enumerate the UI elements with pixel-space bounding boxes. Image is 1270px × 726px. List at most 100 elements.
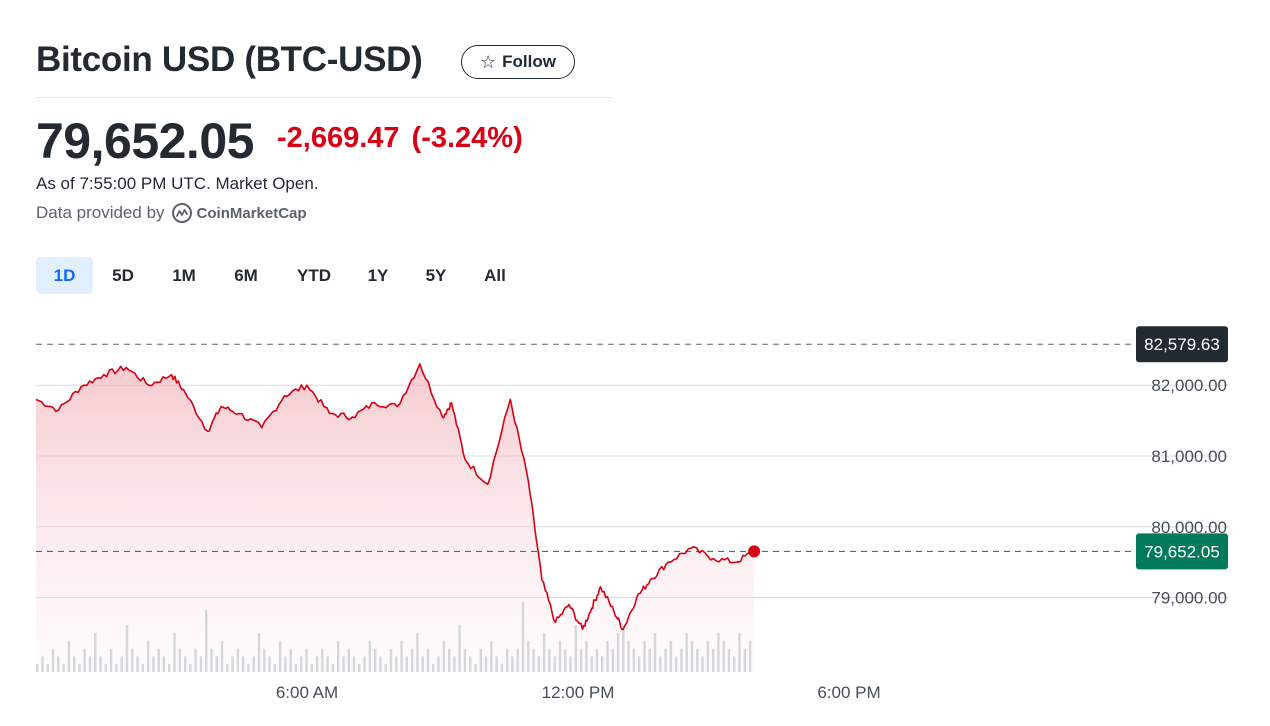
range-1d-button[interactable]: 1D — [36, 257, 93, 294]
volume-bar — [643, 640, 646, 672]
volume-bar — [294, 664, 298, 672]
volume-bar — [268, 656, 271, 672]
volume-bar — [67, 640, 71, 672]
range-5d-button[interactable]: 5D — [112, 265, 134, 285]
follow-label: Follow — [502, 52, 556, 71]
volume-bar — [310, 664, 313, 672]
volume-bar — [733, 656, 736, 672]
volume-bar — [384, 664, 387, 672]
volume-bar — [215, 656, 218, 672]
coinmarketcap-logo-icon[interactable]: CoinMarketCap — [171, 202, 307, 224]
volume-bar — [653, 633, 657, 672]
volume-bar — [168, 664, 171, 672]
volume-bar — [120, 656, 123, 672]
volume-bar — [99, 656, 102, 672]
volume-bar — [669, 640, 673, 672]
volume-bar — [194, 648, 197, 672]
current-price-dot — [748, 545, 761, 558]
volume-bar — [173, 633, 176, 672]
volume-bar — [437, 656, 440, 672]
volume-bar — [337, 640, 340, 672]
volume-bar — [717, 633, 720, 672]
volume-bar — [210, 648, 213, 672]
volume-bar — [553, 656, 556, 672]
volume-bar — [78, 664, 81, 672]
volume-bar — [146, 640, 150, 672]
volume-bar — [442, 640, 445, 672]
volume-bar — [516, 648, 519, 672]
volume-bar — [611, 648, 614, 672]
volume-bar — [46, 664, 49, 672]
volume-bar — [189, 664, 192, 672]
range-5y-button[interactable]: 5Y — [425, 265, 447, 285]
x-tick-label: 6:00 AM — [276, 683, 338, 702]
volume-bar — [511, 656, 514, 672]
volume-bar — [421, 656, 424, 672]
current-price-badge-bg — [1136, 533, 1228, 570]
data-provider: Data provided by CoinMarketCap — [36, 202, 307, 224]
as-of-timestamp: As of 7:55:00 PM UTC. Market Open. — [36, 174, 319, 193]
volume-bar — [595, 648, 599, 672]
volume-bar — [199, 656, 203, 672]
volume-bar — [627, 640, 630, 672]
volume-bar — [474, 664, 477, 672]
volume-bar — [321, 648, 324, 672]
volume-bar — [548, 648, 551, 672]
volume-bar — [395, 656, 398, 672]
volume-bar — [532, 648, 535, 672]
volume-bar — [51, 648, 55, 672]
volume-bar — [484, 656, 488, 672]
x-tick-label: 12:00 PM — [542, 683, 615, 702]
price-line — [35, 363, 755, 631]
range-1m-button[interactable]: 1M — [172, 265, 196, 285]
volume-bar — [410, 648, 414, 672]
coinmarketcap-mark-icon — [171, 203, 192, 223]
range-all-button[interactable]: All — [484, 265, 506, 285]
volume-bar — [579, 648, 583, 672]
y-tick-label: 81,000.00 — [1151, 447, 1227, 466]
volume-bar — [680, 648, 683, 672]
volume-bar — [278, 640, 282, 672]
price-area-fill — [36, 364, 755, 672]
follow-button[interactable]: ☆ Follow — [461, 45, 575, 79]
volume-bar — [284, 656, 287, 672]
volume-bar — [558, 640, 562, 672]
change-value: -2,669.47 — [277, 122, 400, 154]
volume-bar — [389, 648, 393, 672]
volume-bar — [109, 648, 113, 672]
volume-bar — [94, 633, 97, 672]
volume-bar — [157, 648, 160, 672]
volume-bar — [664, 648, 667, 672]
volume-bar — [62, 664, 65, 672]
volume-bar — [368, 640, 372, 672]
volume-bar — [622, 625, 625, 672]
volume-bar — [379, 656, 382, 672]
volume-bar — [479, 648, 482, 672]
volume-bar — [41, 656, 44, 672]
volume-bar — [347, 648, 350, 672]
range-6m-button[interactable]: 6M — [234, 265, 258, 285]
volume-bar — [73, 656, 76, 672]
volume-bar — [711, 648, 715, 672]
volume-bar — [601, 656, 604, 672]
volume-bar — [632, 648, 636, 672]
volume-bar — [569, 656, 572, 672]
volume-bar — [236, 648, 240, 672]
volume-bar — [363, 656, 366, 672]
volume-bar — [400, 640, 403, 672]
volume-bar — [115, 664, 118, 672]
volume-bar — [162, 656, 166, 672]
volume-bar — [685, 633, 688, 672]
volume-bar — [606, 640, 609, 672]
volume-bar — [416, 633, 419, 672]
volume-bar — [374, 648, 377, 672]
x-tick-label: 6:00 PM — [817, 683, 880, 702]
provider-name: CoinMarketCap — [196, 204, 307, 222]
range-1y-button[interactable]: 1Y — [367, 265, 389, 285]
volume-bar — [231, 656, 234, 672]
volume-bar — [247, 664, 250, 672]
volume-bar — [500, 664, 504, 672]
volume-bar — [405, 656, 408, 672]
range-ytd-button[interactable]: YTD — [297, 265, 331, 285]
